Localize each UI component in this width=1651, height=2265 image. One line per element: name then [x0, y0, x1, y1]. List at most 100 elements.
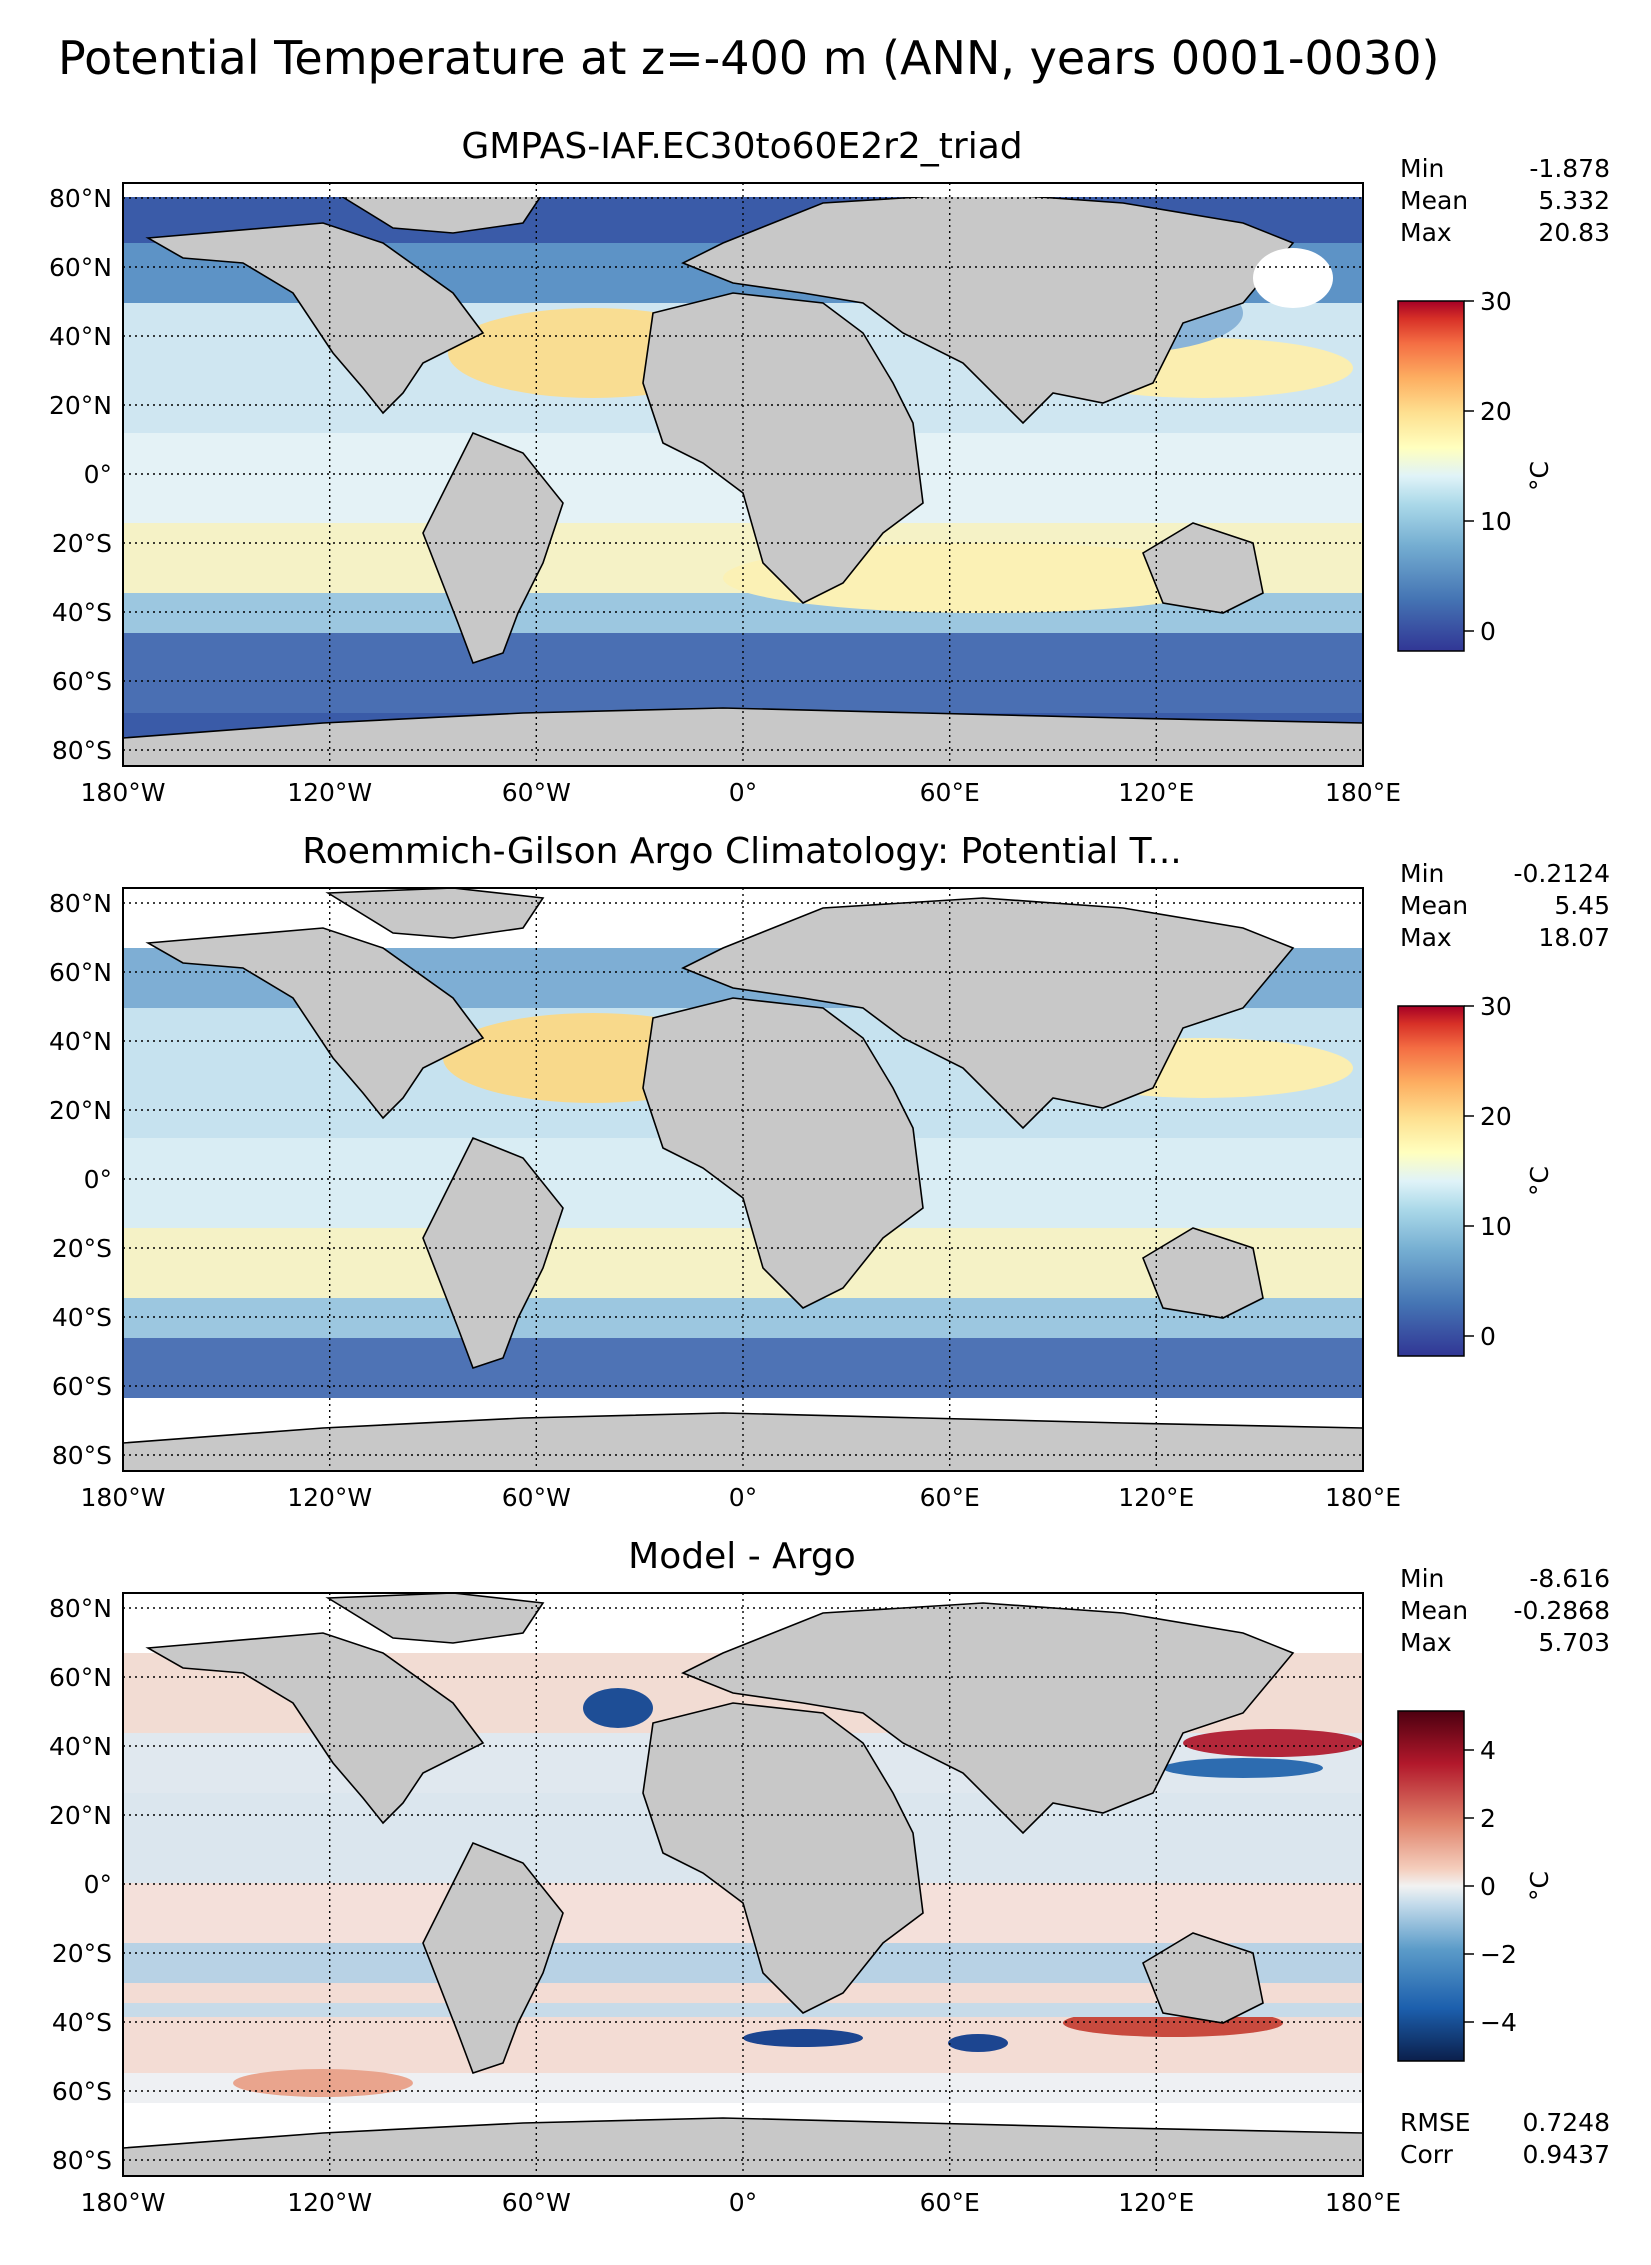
- graticule: [123, 183, 1363, 766]
- panel-model: GMPAS-IAF.EC30to60E2r2_triad: [49, 126, 1610, 807]
- colorbar-tick-label: 30: [1480, 287, 1512, 316]
- lat-tick-label: 80°N: [49, 1594, 112, 1623]
- panel-title: Roemmich-Gilson Argo Climatology: Potent…: [302, 831, 1181, 872]
- colorbar-tick-label: −2: [1480, 1940, 1517, 1969]
- stat-label: Min: [1400, 859, 1444, 888]
- lon-tick-label: 180°E: [1325, 2188, 1401, 2217]
- map-frame: [122, 887, 1364, 1472]
- colorbar-tick-label: 0: [1480, 617, 1496, 646]
- lon-tick-label: 60°E: [920, 2188, 980, 2217]
- colorbar-tick-label: 10: [1480, 1212, 1512, 1241]
- lat-tick-label: 40°N: [49, 1027, 112, 1056]
- colorbar-tick-label: 20: [1480, 1102, 1512, 1131]
- stat-label: Min: [1400, 1564, 1444, 1593]
- colorbar: 4 2 0 −2 −4 °C: [1397, 1710, 1554, 2062]
- stats-box: Min -8.616 Mean -0.2868 Max 5.703: [1400, 1564, 1610, 1657]
- stat-value: -1.878: [1529, 154, 1610, 183]
- lon-tick-label: 60°W: [502, 778, 571, 807]
- colorbar-tick-label: 10: [1480, 507, 1512, 536]
- lat-tick-label: 80°N: [49, 184, 112, 213]
- lat-tick-label: 40°N: [49, 1732, 112, 1761]
- skill-label: RMSE: [1400, 2108, 1471, 2137]
- lon-tick-label: 120°W: [287, 1483, 372, 1512]
- longitude-tick-labels: 180°W 120°W 60°W 0° 60°E 120°E 180°E: [81, 1483, 1401, 1512]
- lat-tick-label: 0°: [84, 460, 112, 489]
- lon-tick-label: 120°E: [1118, 2188, 1194, 2217]
- lon-tick-label: 120°E: [1118, 1483, 1194, 1512]
- lon-tick-label: 180°W: [81, 778, 166, 807]
- map-frame: [122, 1592, 1364, 2177]
- lat-tick-label: 60°S: [52, 2077, 112, 2106]
- lat-tick-label: 20°S: [52, 1234, 112, 1263]
- lat-tick-label: 60°N: [49, 253, 112, 282]
- lat-tick-label: 20°S: [52, 529, 112, 558]
- panel-title: Model - Argo: [628, 1536, 856, 1577]
- stat-label: Mean: [1400, 1596, 1468, 1625]
- lat-tick-label: 0°: [84, 1870, 112, 1899]
- stat-label: Mean: [1400, 891, 1468, 920]
- longitude-tick-labels: 180°W 120°W 60°W 0° 60°E 120°E 180°E: [81, 2188, 1401, 2217]
- longitude-tick-labels: 180°W 120°W 60°W 0° 60°E 120°E 180°E: [81, 778, 1401, 807]
- stat-value: 5.703: [1538, 1628, 1610, 1657]
- latitude-tick-labels: 80°N 60°N 40°N 20°N 0° 20°S 40°S 60°S 80…: [49, 1594, 112, 2175]
- lat-tick-label: 40°S: [52, 2008, 112, 2037]
- stat-value: -0.2868: [1514, 1596, 1611, 1625]
- lat-tick-label: 80°S: [52, 1441, 112, 1470]
- colorbar-tick-label: 4: [1480, 1736, 1496, 1765]
- lat-tick-label: 20°N: [49, 1096, 112, 1125]
- lat-tick-label: 80°N: [49, 889, 112, 918]
- colorbar-unit-label: °C: [1525, 1871, 1554, 1901]
- latitude-tick-labels: 80°N 60°N 40°N 20°N 0° 20°S 40°S 60°S 80…: [49, 184, 112, 765]
- map-frame: [122, 182, 1364, 767]
- stat-value: -0.2124: [1514, 859, 1611, 888]
- stat-value: 18.07: [1538, 923, 1610, 952]
- lat-tick-label: 40°N: [49, 322, 112, 351]
- stat-value: -8.616: [1529, 1564, 1610, 1593]
- stat-value: 5.332: [1538, 186, 1610, 215]
- skill-value: 0.9437: [1523, 2140, 1610, 2169]
- graticule: [123, 888, 1363, 1471]
- lat-tick-label: 80°S: [52, 2146, 112, 2175]
- stat-label: Min: [1400, 154, 1444, 183]
- colorbar: 30 20 10 0 °C: [1397, 992, 1554, 1357]
- colorbar-tick-label: 30: [1480, 992, 1512, 1021]
- lat-tick-label: 60°N: [49, 1663, 112, 1692]
- panel-difference: Model - Argo: [49, 1536, 1610, 2217]
- lon-tick-label: 0°: [729, 2188, 757, 2217]
- skill-scores: RMSE 0.7248 Corr 0.9437: [1400, 2108, 1610, 2169]
- lon-tick-label: 120°W: [287, 778, 372, 807]
- lat-tick-label: 20°N: [49, 1801, 112, 1830]
- colorbar-tick-label: 0: [1480, 1872, 1496, 1901]
- skill-label: Corr: [1400, 2140, 1454, 2169]
- stat-value: 5.45: [1554, 891, 1610, 920]
- lat-tick-label: 0°: [84, 1165, 112, 1194]
- lon-tick-label: 0°: [729, 1483, 757, 1512]
- figure-title: Potential Temperature at z=-400 m (ANN, …: [58, 31, 1440, 85]
- stat-label: Max: [1400, 923, 1452, 952]
- lon-tick-label: 180°E: [1325, 1483, 1401, 1512]
- lon-tick-label: 0°: [729, 778, 757, 807]
- lon-tick-label: 60°W: [502, 2188, 571, 2217]
- stat-label: Mean: [1400, 186, 1468, 215]
- lon-tick-label: 180°E: [1325, 778, 1401, 807]
- lon-tick-label: 60°E: [920, 778, 980, 807]
- colorbar-tick-label: 0: [1480, 1322, 1496, 1351]
- lon-tick-label: 120°W: [287, 2188, 372, 2217]
- colorbar: 30 20 10 0 °C: [1397, 287, 1554, 652]
- colorbar-unit-label: °C: [1525, 1166, 1554, 1196]
- stat-label: Max: [1400, 218, 1452, 247]
- colorbar-tick-label: −4: [1480, 2008, 1517, 2037]
- stat-label: Max: [1400, 1628, 1452, 1657]
- lon-tick-label: 180°W: [81, 1483, 166, 1512]
- skill-value: 0.7248: [1523, 2108, 1610, 2137]
- panel-title: GMPAS-IAF.EC30to60E2r2_triad: [461, 126, 1022, 167]
- colorbar-tick-label: 2: [1480, 1804, 1496, 1833]
- stat-value: 20.83: [1538, 218, 1610, 247]
- colorbar-unit-label: °C: [1525, 461, 1554, 491]
- lat-tick-label: 20°N: [49, 391, 112, 420]
- lon-tick-label: 60°W: [502, 1483, 571, 1512]
- lon-tick-label: 180°W: [81, 2188, 166, 2217]
- lat-tick-label: 60°S: [52, 667, 112, 696]
- lat-tick-label: 40°S: [52, 1303, 112, 1332]
